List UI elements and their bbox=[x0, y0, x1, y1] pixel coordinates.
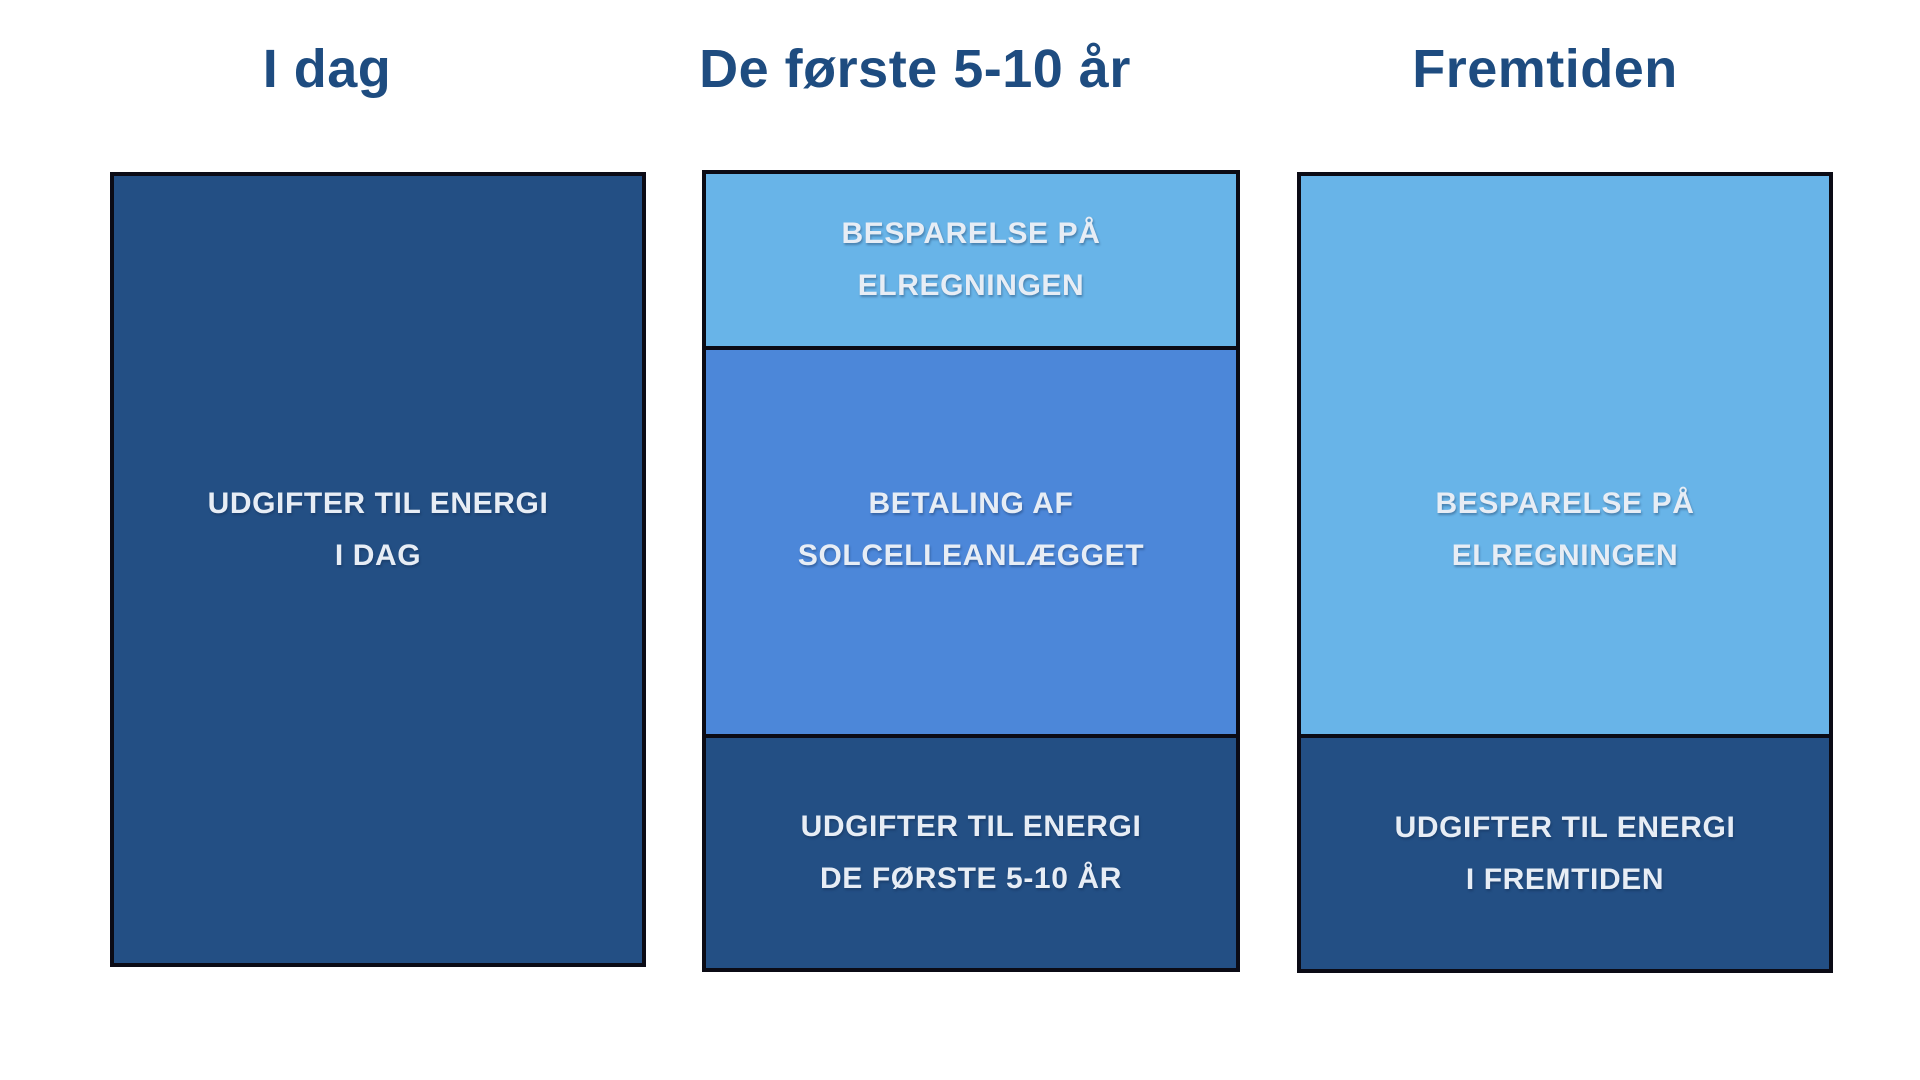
segment-label: UDGIFTER TIL ENERGI I FREMTIDEN bbox=[1301, 802, 1829, 906]
segment-label-line: BESPARELSE PÅ bbox=[1435, 487, 1695, 520]
segment-label: BETALING AF SOLCELLEANLÆGGET bbox=[706, 478, 1236, 582]
segment-udgifter-til-energi-i-dag: UDGIFTER TIL ENERGI I DAG bbox=[110, 172, 646, 967]
segment-label-line: DE FØRSTE 5-10 ÅR bbox=[820, 862, 1122, 895]
segment-udgifter-til-energi-i-fremtiden: UDGIFTER TIL ENERGI I FREMTIDEN bbox=[1297, 734, 1833, 973]
segment-label-line: SOLCELLEANLÆGGET bbox=[797, 539, 1145, 572]
column-fremtiden: BESPARELSE PÅ ELREGNINGEN UDGIFTER TIL E… bbox=[1297, 172, 1833, 973]
segment-label-line: UDGIFTER TIL ENERGI bbox=[1394, 810, 1736, 844]
segment-udgifter-til-energi-de-foerste-5-10-aar: UDGIFTER TIL ENERGI DE FØRSTE 5-10 ÅR bbox=[702, 734, 1240, 972]
segment-label-line: ELREGNINGEN bbox=[1451, 539, 1679, 572]
segment-label-line: ELREGNINGEN bbox=[857, 269, 1085, 302]
segment-besparelse-paa-elregningen: BESPARELSE PÅ ELREGNINGEN bbox=[702, 170, 1240, 350]
segment-label-line: BETALING AF bbox=[868, 487, 1074, 520]
column-title-i-dag: I dag bbox=[262, 39, 392, 99]
segment-besparelse-paa-elregningen: BESPARELSE PÅ ELREGNINGEN bbox=[1297, 172, 1833, 738]
segment-label-line: I FREMTIDEN bbox=[1465, 862, 1665, 896]
segment-betaling-af-solcelleanlaegget: BETALING AF SOLCELLEANLÆGGET bbox=[702, 346, 1240, 738]
column-de-foerste-5-10-aar: BESPARELSE PÅ ELREGNINGEN BETALING AF SO… bbox=[702, 170, 1240, 972]
column-i-dag: UDGIFTER TIL ENERGI I DAG bbox=[110, 172, 646, 967]
segment-label-line: UDGIFTER TIL ENERGI bbox=[207, 487, 549, 520]
segment-label-line: UDGIFTER TIL ENERGI bbox=[800, 810, 1142, 843]
column-title-de-foerste-5-10-aar: De første 5-10 år bbox=[699, 39, 1131, 99]
segment-label-line: I DAG bbox=[334, 539, 422, 572]
segment-label-line: BESPARELSE PÅ bbox=[841, 217, 1101, 250]
segment-label: BESPARELSE PÅ ELREGNINGEN bbox=[1301, 478, 1829, 582]
segment-label: UDGIFTER TIL ENERGI DE FØRSTE 5-10 ÅR bbox=[706, 801, 1236, 905]
segment-label: UDGIFTER TIL ENERGI I DAG bbox=[114, 478, 642, 582]
segment-label: BESPARELSE PÅ ELREGNINGEN bbox=[706, 208, 1236, 312]
column-title-fremtiden: Fremtiden bbox=[1412, 39, 1678, 99]
